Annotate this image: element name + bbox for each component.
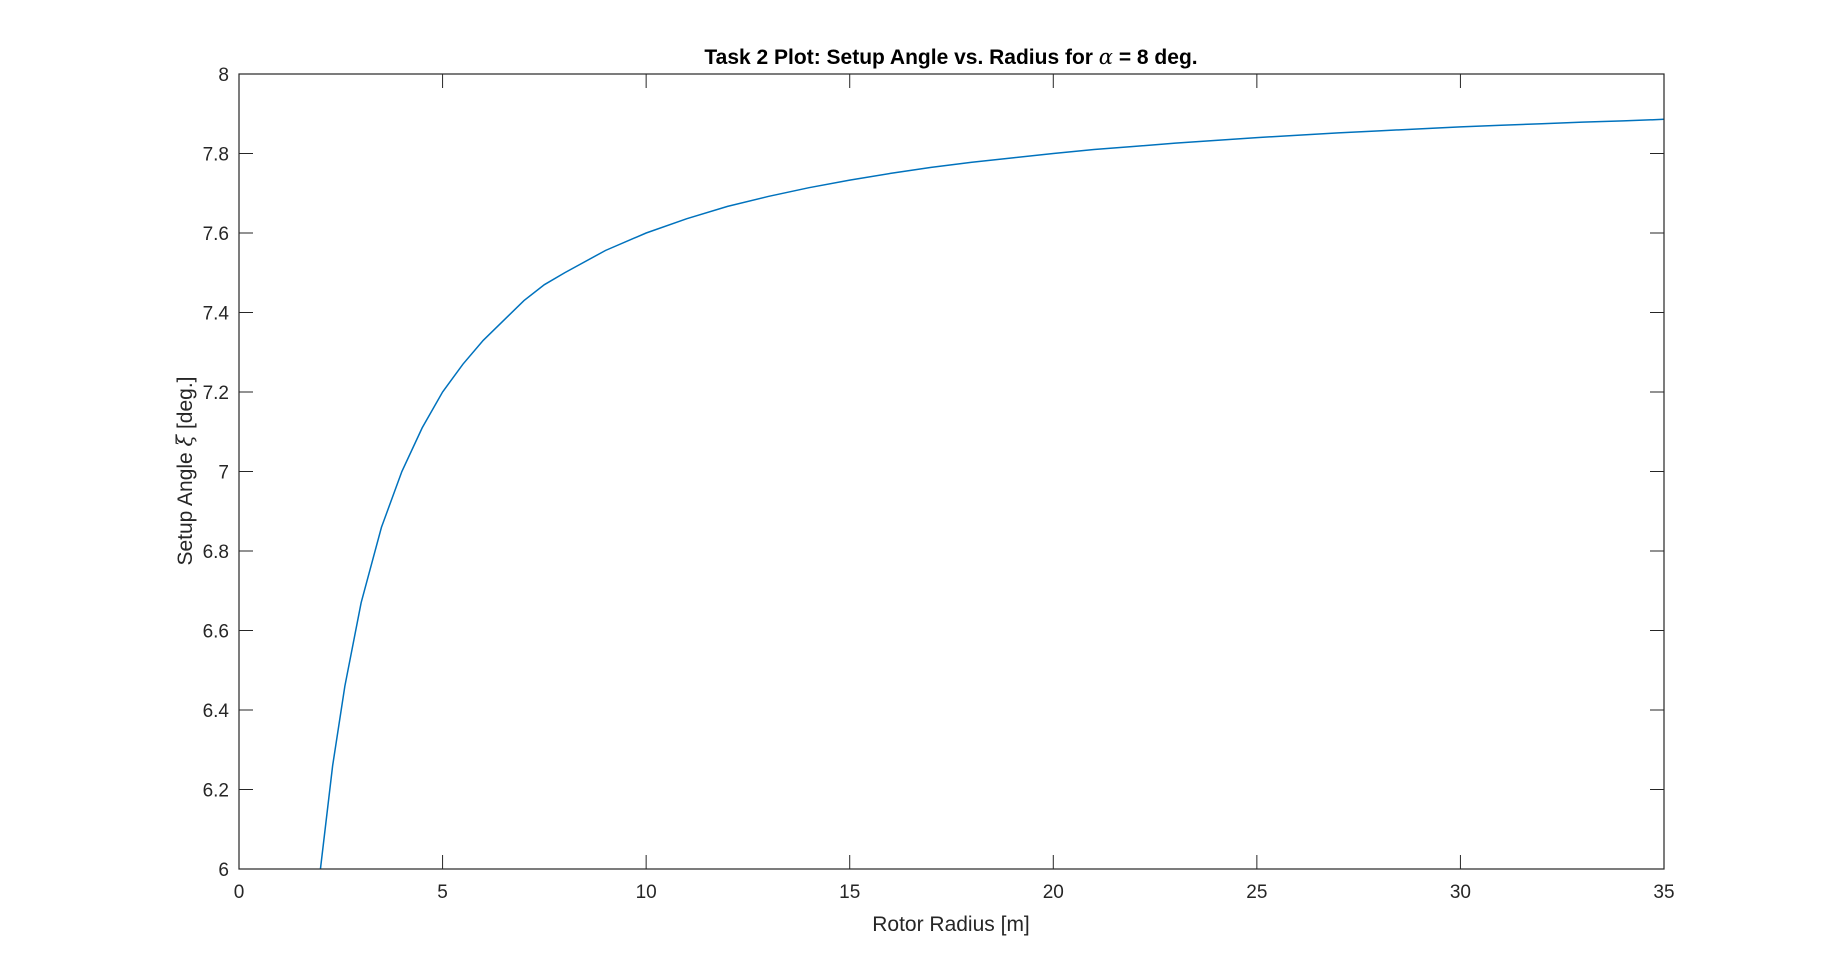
plot-area xyxy=(239,74,1664,869)
series-line xyxy=(319,118,1665,870)
x-tick-label: 25 xyxy=(1246,882,1267,903)
x-tick-label: 20 xyxy=(1043,882,1064,903)
y-tick-label: 8 xyxy=(218,65,229,86)
y-tick-label: 6.6 xyxy=(203,622,229,643)
y-tick-label: 7.8 xyxy=(203,145,229,166)
x-tick-label: 15 xyxy=(839,882,860,903)
y-axis-label: Setup Angle ξ [deg.] xyxy=(173,376,197,565)
axes-box xyxy=(238,73,1665,870)
y-tick-labels: 6 6.2 6.4 6.6 6.8 7 7.2 7.4 7.6 7.8 8 xyxy=(203,65,230,881)
y-tick-label: 7.4 xyxy=(203,304,230,325)
y-tick-label: 7 xyxy=(218,463,229,484)
tick-marks xyxy=(238,73,1665,870)
y-tick-label: 7.6 xyxy=(203,224,229,245)
x-tick-label: 10 xyxy=(636,882,657,903)
y-tick-label: 6.2 xyxy=(203,781,229,802)
x-tick-label: 5 xyxy=(437,882,448,903)
x-axis-label: Rotor Radius [m] xyxy=(872,913,1030,936)
y-tick-label: 6.4 xyxy=(203,701,230,722)
y-tick-label: 6.8 xyxy=(203,542,229,563)
x-tick-labels: 0 5 10 15 20 25 30 35 xyxy=(234,882,1675,903)
x-tick-label: 35 xyxy=(1653,882,1674,903)
x-tick-label: 30 xyxy=(1450,882,1471,903)
y-tick-label: 6 xyxy=(218,860,229,881)
y-tick-label: 7.2 xyxy=(203,383,229,404)
chart-title: Task 2 Plot: Setup Angle vs. Radius for … xyxy=(704,45,1197,69)
x-tick-label: 0 xyxy=(234,882,245,903)
